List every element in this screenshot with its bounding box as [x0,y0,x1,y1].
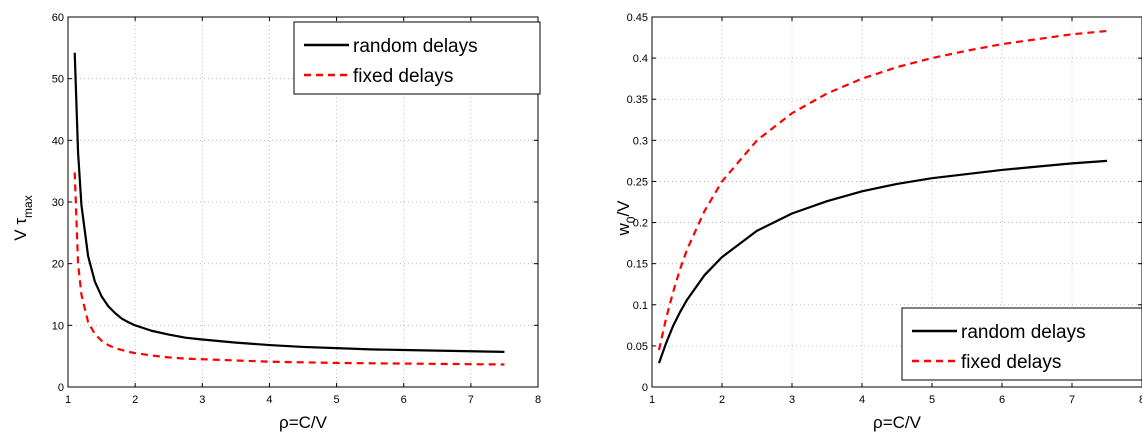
x-tick-label: 1 [649,394,655,406]
y-ticks: 0 0.05 0.1 0.15 0.2 0.25 0.3 0.35 0.4 0.45 [627,12,1142,394]
legend-box [293,21,541,95]
y-tick-label: 0 [642,382,648,394]
y-tick-label: 0.1 [633,300,648,312]
chart-2: 1 2 3 4 5 6 7 8 0 0.05 0.1 0.15 0.2 0.25 0.3 0.35 0.4 0.4… [614,12,1142,432]
legend: random delays fixed delays [901,307,1142,381]
x-tick-label: 5 [334,394,340,406]
x-tick-label: 4 [266,394,272,406]
y-tick-label: 20 [52,259,64,271]
y-tick-label: 0.45 [627,12,648,24]
y-axis-label-main: V τ [11,218,30,241]
y-tick-label: 0.3 [633,135,648,147]
y-tick-label: 10 [52,320,64,332]
x-tick-label: 7 [1069,394,1075,406]
plot-frame [651,16,1142,388]
x-axis-label: ρ=C/V [279,413,328,432]
y-tick-label: 0.15 [627,259,648,271]
series-line-random-delays [657,159,1108,364]
x-tick-label: 6 [999,394,1005,406]
y-tick-label: 0.35 [627,94,648,106]
x-tick-label: 3 [789,394,795,406]
y-axis-label: w0/V [614,200,638,237]
legend-box [901,307,1142,381]
x-ticks: 1 2 3 4 5 6 7 8 [649,17,1142,406]
series-line-fixed-delays [73,172,505,366]
y-tick-label: 60 [52,12,64,24]
x-tick-label: 7 [468,394,474,406]
y-tick-label: 0.25 [627,176,648,188]
y-tick-label: 40 [52,135,64,147]
legend-label: fixed delays [353,66,453,87]
y-axis-label-main: w [614,223,633,237]
x-ticks: 1 2 3 4 5 6 7 8 [65,17,541,406]
legend: random delays fixed delays [293,21,541,95]
x-tick-label: 1 [65,394,71,406]
y-tick-label: 0 [58,382,64,394]
y-tick-label: 0.4 [633,53,648,65]
series-line-random-delays [73,52,505,353]
legend-label: random delays [961,322,1086,343]
series-line-fixed-delays [657,29,1108,351]
x-tick-label: 5 [929,394,935,406]
series-group [657,29,1108,364]
legend-label: random delays [353,36,478,57]
y-tick-label: 0.2 [633,218,648,230]
x-tick-label: 8 [535,394,541,406]
legend-label: fixed delays [961,352,1061,373]
x-tick-label: 2 [132,394,138,406]
series-group [73,52,505,366]
plot-frame [67,16,539,388]
y-axis-label: V τmax [11,195,35,240]
chart-1: 1 2 3 4 5 6 7 8 0 10 20 30 40 50 60 ρ=C/V V τmax random d… [11,12,541,432]
x-axis-label: ρ=C/V [873,413,922,432]
y-axis-label-subscript: max [21,195,35,218]
y-axis-label-tail: /V [614,200,633,217]
x-tick-label: 3 [199,394,205,406]
x-tick-label: 4 [859,394,865,406]
x-tick-label: 6 [401,394,407,406]
x-tick-label: 8 [1139,394,1142,406]
y-axis-label-subscript: 0 [624,216,638,223]
y-tick-label: 50 [52,74,64,86]
y-tick-label: 30 [52,197,64,209]
y-tick-label: 0.05 [627,341,648,353]
x-tick-label: 2 [719,394,725,406]
